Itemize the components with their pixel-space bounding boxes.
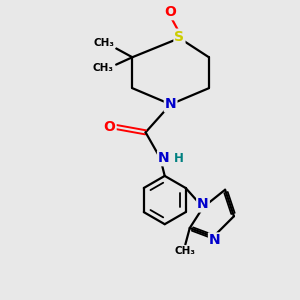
Text: N: N — [197, 197, 209, 212]
Text: N: N — [158, 151, 170, 165]
Text: CH₃: CH₃ — [92, 63, 113, 73]
Text: CH₃: CH₃ — [175, 246, 196, 256]
Text: S: S — [174, 30, 184, 44]
Text: O: O — [104, 120, 116, 134]
Text: N: N — [165, 98, 176, 111]
Text: N: N — [209, 233, 220, 248]
Text: H: H — [174, 152, 184, 165]
Text: CH₃: CH₃ — [94, 38, 115, 47]
Text: O: O — [165, 5, 176, 19]
